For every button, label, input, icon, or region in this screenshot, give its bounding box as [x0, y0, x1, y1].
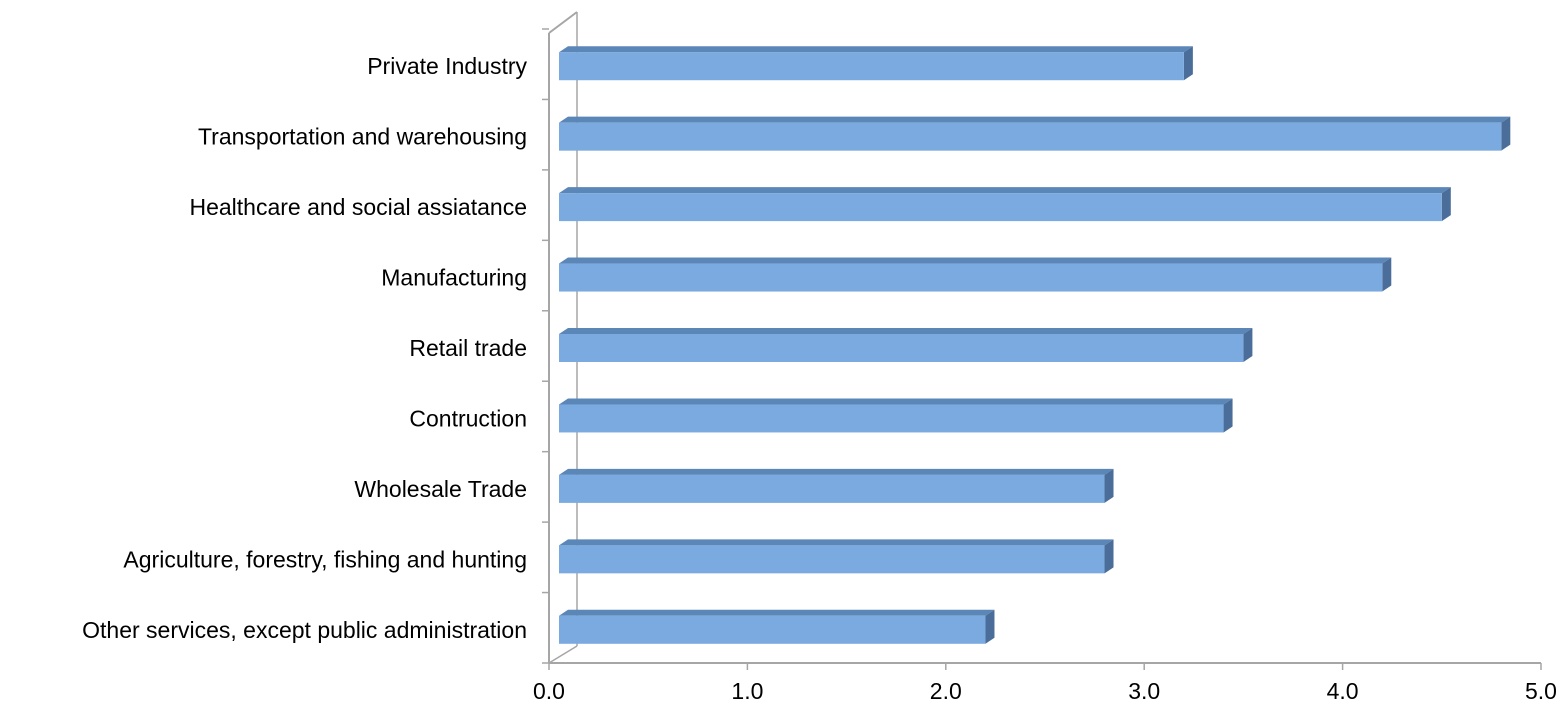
category-label: Manufacturing [381, 265, 527, 291]
bar-top-face [559, 609, 995, 616]
bar-front-face [559, 334, 1244, 362]
category-label: Transportation and warehousing [198, 124, 527, 150]
bar-front-face [559, 122, 1502, 151]
bar-front-face [559, 52, 1184, 81]
bar-front-face [559, 474, 1105, 503]
category-label: Retail trade [409, 335, 527, 361]
bar-side-face [1501, 116, 1511, 151]
bar-side-face [1382, 257, 1392, 292]
x-tick-label: 3.0 [1128, 678, 1160, 704]
x-tick-labels: 0.0 1.0 2.0 3.0 4.0 5.0 [533, 678, 1557, 704]
x-tick-label: 4.0 [1327, 678, 1359, 704]
bar-side-face [1183, 46, 1193, 81]
bar-top-face [559, 257, 1392, 264]
x-tick-label: 5.0 [1525, 678, 1557, 704]
bar-front-face [559, 193, 1442, 222]
bar-top-face [559, 468, 1114, 475]
bar-side-face [1223, 398, 1233, 433]
category-label: Contruction [409, 405, 527, 431]
bar-side-face [1441, 187, 1451, 222]
category-label: Agriculture, forestry, fishing and hunti… [123, 546, 527, 572]
bar-top-face [559, 187, 1451, 194]
bar-top-face [559, 398, 1233, 405]
bar-top-face [559, 116, 1511, 123]
bar-side-face [1243, 328, 1253, 362]
bar [559, 468, 1114, 503]
chart-bars [559, 46, 1511, 644]
category-labels: Private Industry Transportation and wareh… [82, 53, 527, 643]
bar [559, 328, 1253, 362]
bar [559, 46, 1193, 81]
bar-top-face [559, 539, 1114, 546]
bar-front-face [559, 545, 1105, 574]
bar [559, 257, 1392, 292]
bar-side-face [985, 609, 995, 644]
category-label: Healthcare and social assiatance [189, 194, 527, 220]
bar-front-face [559, 404, 1224, 433]
axis-depth-bottom [548, 645, 578, 664]
x-tick-label: 1.0 [731, 678, 763, 704]
bar-side-face [1104, 539, 1114, 574]
bar [559, 539, 1114, 574]
x-tick-label: 0.0 [533, 678, 565, 704]
x-tick-label: 2.0 [930, 678, 962, 704]
bar-front-face [559, 615, 986, 644]
bar-top-face [559, 328, 1253, 334]
bar [559, 609, 995, 644]
category-label: Wholesale Trade [354, 476, 527, 502]
bar-front-face [559, 263, 1383, 292]
bar [559, 116, 1511, 151]
axis-depth-top [548, 11, 578, 34]
bar-top-face [559, 46, 1193, 53]
category-label: Other services, except public administra… [82, 617, 527, 643]
category-label: Private Industry [367, 53, 527, 79]
bar [559, 187, 1451, 222]
bar [559, 398, 1233, 433]
bar-side-face [1104, 468, 1114, 503]
